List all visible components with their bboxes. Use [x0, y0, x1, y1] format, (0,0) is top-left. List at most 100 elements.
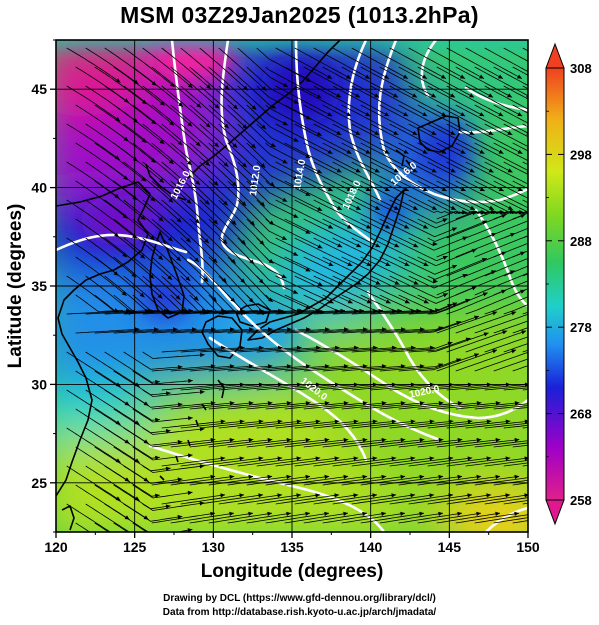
streamline — [104, 389, 160, 421]
streamline — [436, 270, 497, 296]
streamline — [313, 347, 378, 353]
streamline-arrowhead — [571, 512, 576, 516]
streamline-arrowhead — [232, 143, 238, 148]
streamline — [332, 457, 397, 467]
streamline-arrowhead — [305, 191, 311, 196]
streamline — [294, 420, 359, 429]
streamline — [408, 236, 468, 251]
streamline-arrowhead — [277, 456, 283, 461]
streamline-arrowhead — [149, 274, 155, 279]
streamline — [199, 420, 264, 429]
streamline — [94, 218, 146, 259]
streamline — [227, 142, 275, 187]
streamline — [436, 180, 495, 211]
streamline-arrowhead — [469, 168, 475, 173]
streamline-arrowhead — [229, 400, 235, 406]
streamline — [170, 66, 220, 109]
streamline — [370, 494, 435, 505]
streamline — [474, 235, 528, 258]
streamline-arrowhead — [167, 275, 173, 280]
streamline — [199, 85, 248, 130]
credit-line: Drawing by DCL (https://www.gfd-dennou.o… — [163, 593, 436, 604]
streamline — [313, 47, 371, 79]
streamline-arrowhead — [524, 456, 528, 461]
streamline — [180, 347, 245, 353]
streamline-arrowhead — [337, 243, 343, 248]
streamline-arrowhead — [305, 305, 311, 310]
streamline-arrowhead — [305, 400, 311, 406]
streamline-arrowhead — [258, 419, 264, 424]
streamline — [455, 66, 513, 98]
streamline-arrowhead — [421, 74, 427, 79]
streamline — [265, 256, 323, 287]
streamline — [389, 123, 447, 154]
streamline — [313, 275, 372, 304]
streamline — [332, 85, 390, 117]
x-tick-label: 145 — [438, 539, 462, 555]
streamline — [436, 311, 498, 334]
streamline-arrowhead — [574, 112, 579, 116]
streamline — [474, 210, 528, 220]
streamline-arrowhead — [404, 261, 410, 266]
streamline — [351, 347, 416, 353]
streamline-arrowhead — [495, 437, 501, 443]
streamline-arrowhead — [169, 82, 175, 87]
streamline — [189, 365, 254, 372]
y-tick-label: 30 — [31, 376, 47, 392]
streamline — [408, 47, 466, 79]
streamline-arrowhead — [220, 456, 226, 461]
streamline-arrowhead — [476, 400, 482, 406]
streamline — [512, 482, 528, 486]
streamline-arrowhead — [270, 142, 276, 147]
streamline — [170, 512, 235, 524]
streamline-arrowhead — [457, 474, 463, 480]
streamline — [436, 232, 497, 258]
streamline-arrowhead — [248, 474, 254, 480]
streamline — [446, 383, 511, 391]
streamline — [332, 237, 391, 267]
streamline — [360, 66, 418, 98]
streamline-arrowhead — [293, 251, 299, 256]
streamline-arrowhead — [469, 130, 475, 135]
streamline — [180, 161, 229, 206]
streamline-arrowhead — [476, 474, 482, 480]
streamline — [85, 503, 131, 532]
streamline — [237, 47, 289, 88]
streamline-arrowhead — [316, 131, 322, 136]
streamline — [408, 161, 466, 192]
streamline-arrowhead — [422, 149, 428, 154]
streamline-arrowhead — [286, 511, 291, 516]
streamline — [199, 347, 264, 353]
streamline-arrowhead — [205, 122, 211, 128]
streamline-arrowhead — [220, 419, 226, 424]
streamline — [379, 104, 437, 136]
streamline-arrowhead — [412, 130, 418, 135]
streamline-arrowhead — [419, 400, 425, 406]
streamline-arrowhead — [293, 99, 299, 104]
streamline-arrowhead — [539, 214, 544, 218]
streamline — [237, 123, 288, 164]
streamline-arrowhead — [577, 252, 582, 256]
streamline-arrowhead — [571, 475, 576, 479]
streamline — [427, 420, 492, 429]
streamline — [446, 123, 504, 154]
streamline — [379, 218, 438, 246]
streamline — [294, 161, 352, 192]
streamline-arrowhead — [159, 139, 165, 145]
streamline — [379, 475, 444, 486]
streamline — [322, 439, 387, 448]
streamline — [161, 420, 226, 429]
streamline — [237, 347, 302, 353]
streamline-arrowhead — [305, 511, 310, 516]
streamline — [180, 199, 228, 245]
streamline-arrowhead — [187, 121, 193, 127]
streamline-arrowhead — [239, 419, 245, 424]
streamline — [199, 161, 247, 207]
streamline — [446, 214, 507, 239]
streamline — [265, 218, 323, 249]
streamline-arrowhead — [199, 389, 205, 395]
streamline-arrowhead — [187, 490, 193, 496]
streamline — [161, 199, 210, 244]
streamline-arrowhead — [533, 475, 538, 479]
streamline — [427, 292, 488, 315]
